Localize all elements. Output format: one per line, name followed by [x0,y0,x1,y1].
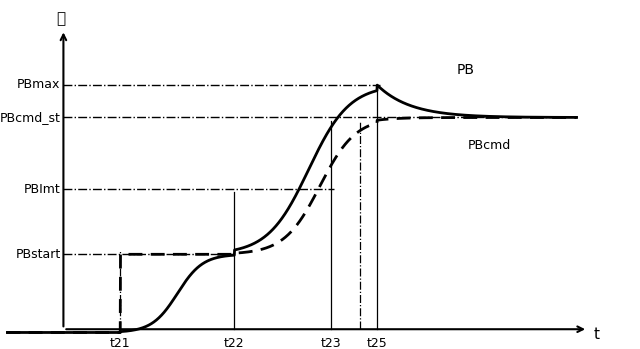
Text: PBcmd_st: PBcmd_st [0,111,61,124]
Text: PBstart: PBstart [15,248,61,261]
Text: 大: 大 [56,11,65,26]
Text: PBImt: PBImt [24,183,61,196]
Text: PB: PB [457,63,475,77]
Text: PBmax: PBmax [17,79,61,91]
Text: PBcmd: PBcmd [468,139,511,152]
Text: t25: t25 [367,337,387,349]
Text: t21: t21 [110,337,131,349]
Text: t23: t23 [321,337,342,349]
Text: t22: t22 [224,337,244,349]
Text: t: t [594,327,600,342]
